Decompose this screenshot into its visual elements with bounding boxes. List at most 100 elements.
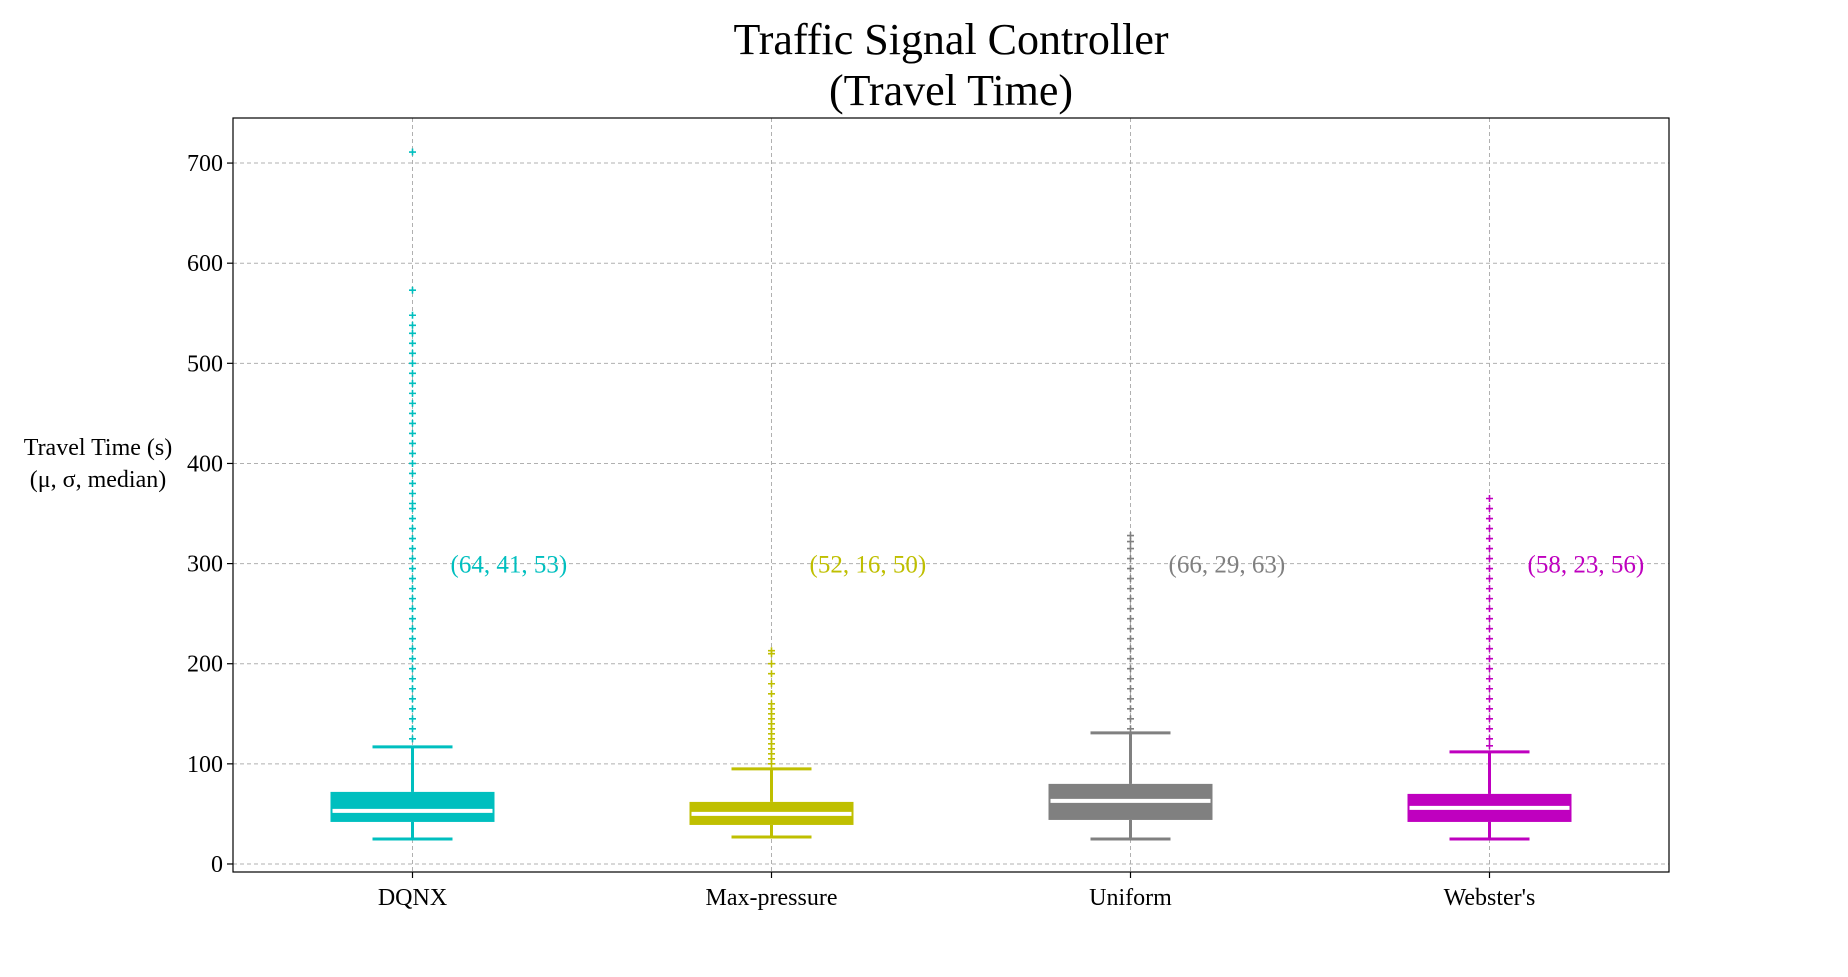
outlier-point bbox=[1486, 625, 1493, 633]
y-axis: 0 100 200 300 400 500 600 700 bbox=[187, 151, 233, 878]
outlier-point bbox=[1127, 725, 1134, 733]
outlier-point bbox=[1127, 565, 1134, 573]
outlier-point bbox=[409, 735, 416, 743]
outlier-point bbox=[1486, 555, 1493, 563]
outlier-point bbox=[409, 399, 416, 407]
box-group bbox=[330, 148, 1572, 841]
outlier-point bbox=[1127, 545, 1134, 553]
outlier-point bbox=[409, 555, 416, 563]
outlier-point bbox=[1127, 538, 1134, 546]
outlier-point bbox=[409, 329, 416, 337]
outlier-point bbox=[1486, 545, 1493, 553]
outlier-point bbox=[1486, 685, 1493, 693]
outlier-point bbox=[409, 715, 416, 723]
outlier-point bbox=[1127, 615, 1134, 623]
x-tick-label: Max-pressure bbox=[706, 885, 838, 911]
stats-annotation: (52, 16, 50) bbox=[810, 552, 927, 579]
outlier-point bbox=[409, 479, 416, 487]
outlier-point bbox=[409, 389, 416, 397]
outlier-point bbox=[409, 429, 416, 437]
outlier-point bbox=[768, 700, 775, 708]
outlier-point bbox=[1127, 575, 1134, 583]
outlier-point bbox=[409, 469, 416, 477]
outlier-point bbox=[409, 311, 416, 319]
outlier-point bbox=[1486, 665, 1493, 673]
outlier-point bbox=[768, 690, 775, 698]
outlier-point bbox=[1486, 495, 1493, 503]
outlier-point bbox=[1127, 645, 1134, 653]
outlier-point bbox=[1127, 655, 1134, 663]
plot-frame bbox=[232, 117, 1670, 873]
outlier-point bbox=[409, 439, 416, 447]
y-tick-label: 0 bbox=[211, 852, 223, 878]
outlier-point bbox=[1127, 635, 1134, 643]
y-tick-label: 300 bbox=[187, 552, 223, 578]
outlier-point bbox=[409, 449, 416, 457]
outlier-point bbox=[409, 695, 416, 703]
box-plot-1 bbox=[330, 148, 495, 841]
y-axis-label-line-1: Travel Time (s) bbox=[24, 435, 172, 461]
outlier-point bbox=[1486, 715, 1493, 723]
outlier-point bbox=[409, 595, 416, 603]
outlier-point bbox=[1127, 705, 1134, 713]
box-plot-3 bbox=[1048, 532, 1213, 841]
outlier-point bbox=[1127, 532, 1134, 540]
outlier-point bbox=[1486, 695, 1493, 703]
outlier-point bbox=[409, 369, 416, 377]
outlier-point bbox=[409, 515, 416, 523]
outlier-point bbox=[409, 615, 416, 623]
outlier-point bbox=[1486, 525, 1493, 533]
outlier-point bbox=[1127, 685, 1134, 693]
outlier-point bbox=[1127, 675, 1134, 683]
grid-lines bbox=[233, 118, 1669, 872]
x-tick-label: Uniform bbox=[1089, 885, 1172, 911]
outlier-point bbox=[1486, 605, 1493, 613]
outlier-point bbox=[1486, 725, 1493, 733]
outlier-point bbox=[768, 680, 775, 688]
outlier-point bbox=[1127, 555, 1134, 563]
outlier-point bbox=[1127, 665, 1134, 673]
outlier-point bbox=[409, 286, 416, 294]
outlier-point bbox=[409, 359, 416, 367]
outlier-point bbox=[1486, 505, 1493, 513]
outlier-point bbox=[409, 525, 416, 533]
stats-annotation: (64, 41, 53) bbox=[451, 552, 568, 579]
outlier-point bbox=[409, 339, 416, 347]
outlier-point bbox=[1127, 595, 1134, 603]
outlier-point bbox=[409, 489, 416, 497]
iqr-box bbox=[330, 791, 495, 822]
outlier-point bbox=[409, 321, 416, 329]
outlier-point bbox=[409, 565, 416, 573]
outlier-point bbox=[1127, 695, 1134, 703]
outlier-point bbox=[409, 635, 416, 643]
outlier-point bbox=[1486, 735, 1493, 743]
outlier-point bbox=[1486, 635, 1493, 643]
chart-title-line-2: (Travel Time) bbox=[829, 66, 1073, 115]
outlier-point bbox=[1486, 515, 1493, 523]
outlier-point bbox=[768, 647, 775, 655]
outlier-point bbox=[409, 459, 416, 467]
outlier-point bbox=[409, 585, 416, 593]
outlier-point bbox=[1486, 645, 1493, 653]
box-plot-2 bbox=[689, 647, 854, 839]
x-axis: DQNX Max-pressure Uniform Webster's bbox=[378, 872, 1535, 911]
outlier-point bbox=[409, 645, 416, 653]
outlier-point bbox=[409, 675, 416, 683]
outlier-point bbox=[409, 500, 416, 508]
outlier-point bbox=[1486, 595, 1493, 603]
outlier-point bbox=[1486, 535, 1493, 543]
y-tick-label: 600 bbox=[187, 251, 223, 277]
outlier-point bbox=[1486, 575, 1493, 583]
outlier-point bbox=[768, 660, 775, 668]
outlier-point bbox=[409, 379, 416, 387]
x-tick-label: DQNX bbox=[378, 885, 447, 911]
outlier-point bbox=[409, 349, 416, 357]
stats-annotation: (58, 23, 56) bbox=[1528, 552, 1645, 579]
outlier-point bbox=[1127, 605, 1134, 613]
outlier-point bbox=[409, 419, 416, 427]
outlier-point bbox=[409, 685, 416, 693]
outlier-point bbox=[1486, 655, 1493, 663]
outlier-point bbox=[409, 545, 416, 553]
outlier-point bbox=[409, 409, 416, 417]
